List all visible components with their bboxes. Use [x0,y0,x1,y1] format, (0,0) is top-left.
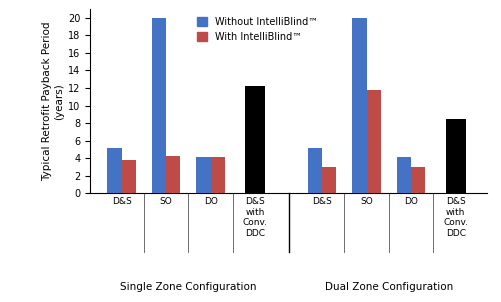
Bar [307,148,322,193]
Legend: Without IntelliBlind™, With IntelliBlind™: Without IntelliBlind™, With IntelliBlind… [194,14,320,45]
Bar [322,167,336,193]
Text: Dual Zone Configuration: Dual Zone Configuration [324,282,452,292]
Bar [121,160,136,193]
Bar [245,86,265,193]
Bar [151,18,166,193]
Bar [196,157,210,193]
Bar [166,156,180,193]
Bar [445,119,465,193]
Y-axis label: Typical Retrofit Payback Period
(years): Typical Retrofit Payback Period (years) [43,21,64,181]
Bar [410,167,425,193]
Bar [366,90,380,193]
Text: Single Zone Configuration: Single Zone Configuration [120,282,256,292]
Bar [396,157,410,193]
Bar [107,148,121,193]
Bar [210,157,224,193]
Bar [352,18,366,193]
